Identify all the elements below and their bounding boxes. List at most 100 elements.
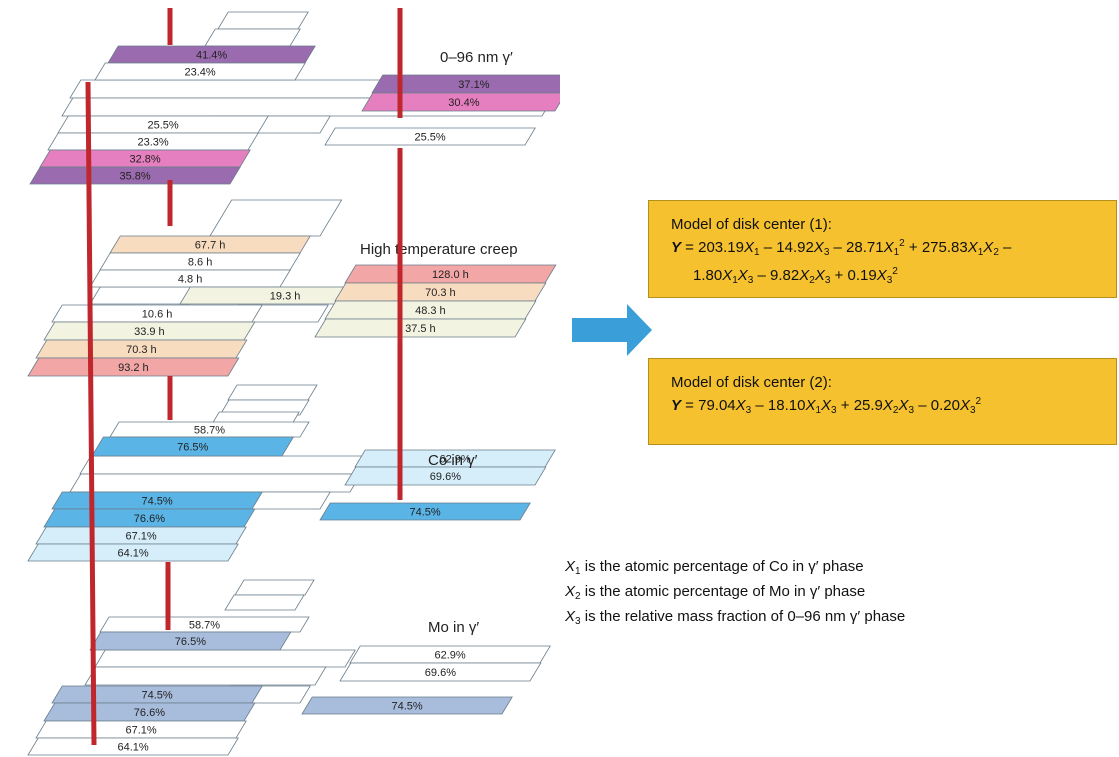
cell xyxy=(89,631,292,651)
grid-row xyxy=(227,384,318,401)
equation-run: 3 xyxy=(908,405,915,416)
grid-row xyxy=(209,199,343,237)
grid-row xyxy=(79,455,392,475)
equation-run: 2 xyxy=(975,396,982,407)
equation-run: 3 xyxy=(831,405,837,416)
equation-run: 1 xyxy=(815,405,822,416)
equation-run: 3 xyxy=(745,405,752,416)
equation-run: X xyxy=(814,267,825,284)
cell-label: 10.6 h xyxy=(142,308,173,320)
cell-label: 128.0 h xyxy=(432,269,469,281)
cell-label: 67.7 h xyxy=(195,239,226,251)
layer-label: High temperature creep xyxy=(360,241,518,258)
equation-run: – 28.71 xyxy=(829,239,884,256)
model-1-title: Model of disk center (1): xyxy=(671,216,832,233)
cell-label: 23.4% xyxy=(184,66,215,78)
equation-run: X xyxy=(821,397,832,414)
cell-label: 67.1% xyxy=(125,530,156,542)
equation-run: X xyxy=(813,239,824,256)
equation-run: 1 xyxy=(732,275,738,286)
connector xyxy=(85,81,97,746)
cell-label: 74.5% xyxy=(409,506,440,518)
cell xyxy=(27,737,239,756)
equation-run: + 0.19 xyxy=(830,267,877,284)
cell-label: 76.5% xyxy=(177,441,208,453)
note: X2 is the atomic percentage of Mo in γ′ … xyxy=(565,582,905,607)
cell-label: 33.9 h xyxy=(134,326,165,338)
equation-run: X xyxy=(737,267,748,284)
grid-row xyxy=(217,11,309,30)
model-2-title: Model of disk center (2): xyxy=(671,374,832,391)
cell-label: 32.8% xyxy=(129,153,160,165)
cell-label: 62.9% xyxy=(434,649,465,661)
cell xyxy=(319,502,531,521)
cell-label: 74.5% xyxy=(141,495,172,507)
cell-label: 62.9% xyxy=(439,453,470,465)
equation-run: – 0.20 xyxy=(914,397,960,414)
equation-run: 2 xyxy=(899,238,905,249)
equation-run: X xyxy=(799,267,810,284)
equation-run: X xyxy=(876,267,887,284)
cell xyxy=(344,466,547,486)
equation-run: Y xyxy=(671,239,682,256)
layer-label: Mo in γ′ xyxy=(428,619,479,636)
cell-label: 37.5 h xyxy=(405,323,436,335)
model-2-line: Y = 79.04X3 – 18.10X1X3 + 25.9X2X3 – 0.2… xyxy=(671,392,1116,420)
grid-row xyxy=(94,649,356,668)
cell-label: 67.1% xyxy=(125,724,156,736)
equation-run: 1 xyxy=(575,566,581,577)
equation-run: X xyxy=(983,239,994,256)
cell-label: 8.6 h xyxy=(188,256,212,268)
cell-label: 69.6% xyxy=(425,667,456,679)
cell xyxy=(361,92,560,112)
layers-diagram: 41.4% 23.4% 37.1% 30.4% 25.5% 25.5% 23.3% 32.8%… xyxy=(27,8,560,756)
equation-run: X xyxy=(883,239,894,256)
cell-label: 93.2 h xyxy=(118,362,149,374)
cell-label: 37.1% xyxy=(458,79,489,91)
cell xyxy=(27,357,240,377)
equation-run: 1 xyxy=(977,247,984,258)
grid-row xyxy=(69,473,362,493)
equation-run: – 9.82 xyxy=(753,267,800,284)
equation-run: is the atomic percentage of Co in γ′ pha… xyxy=(580,558,864,575)
equation-run: is the atomic percentage of Mo in γ′ pha… xyxy=(580,583,866,600)
cell-label: 4.8 h xyxy=(178,273,202,285)
equation-run: 3 xyxy=(823,247,830,258)
model-2-box: Model of disk center (2): Y = 79.04X3 – … xyxy=(648,358,1117,445)
cell-label: 64.1% xyxy=(117,547,148,559)
equation-run: X xyxy=(898,397,909,414)
cell-label: 76.5% xyxy=(175,636,206,648)
equation-run: – xyxy=(998,239,1012,256)
equation-run: 3 xyxy=(575,616,581,627)
grid-row xyxy=(204,28,301,47)
equation-run: 1.80 xyxy=(693,267,723,284)
equation-run: X xyxy=(565,558,576,575)
layer-label: 0–96 nm γ′ xyxy=(440,49,513,66)
equation-run: + 275.83 xyxy=(904,239,968,256)
arrow xyxy=(572,304,652,356)
cell-label: 58.7% xyxy=(189,619,220,631)
model-1-line: 1.80X1X3 – 9.82X2X3 + 0.19X32 xyxy=(671,262,1116,290)
equation-run: 2 xyxy=(993,247,999,258)
equation-run: 3 xyxy=(824,275,831,286)
cell xyxy=(301,696,513,715)
equation-run: 3 xyxy=(969,405,976,416)
equation-run: 2 xyxy=(809,275,815,286)
model-1-line: Y = 203.19X1 – 14.92X3 – 28.71X12 + 275.… xyxy=(671,234,1116,262)
equation-run: 3 xyxy=(886,275,893,286)
cell xyxy=(94,62,306,81)
cell xyxy=(324,127,536,146)
equation-run: + 25.9 xyxy=(836,397,883,414)
equation-run: X xyxy=(565,608,576,625)
cell xyxy=(339,662,542,682)
equation-run: 1 xyxy=(893,247,900,258)
model-1-box: Model of disk center (1): Y = 203.19X1 –… xyxy=(648,200,1117,298)
cell-label: 25.5% xyxy=(414,131,445,143)
cell-label: 41.4% xyxy=(196,49,227,61)
equation-run: X xyxy=(735,397,746,414)
equation-run: is the relative mass fraction of 0–96 nm… xyxy=(580,608,906,625)
cell-label: 74.5% xyxy=(391,700,422,712)
cell-label: 70.3 h xyxy=(425,287,456,299)
equation-run: X xyxy=(744,239,755,256)
